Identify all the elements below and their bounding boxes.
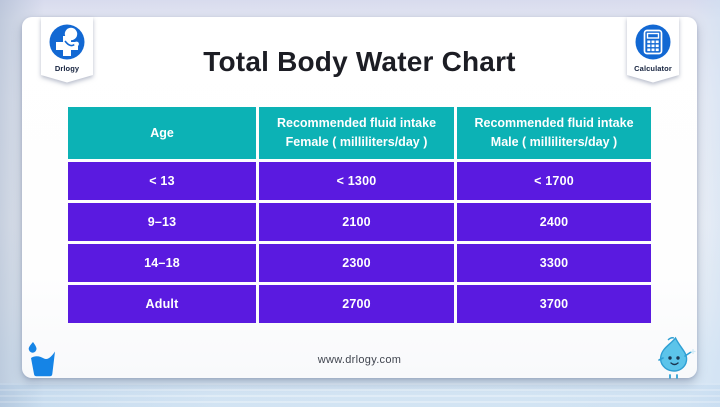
header-age: Age bbox=[68, 107, 256, 159]
ribbon-shape bbox=[627, 17, 679, 83]
table-cell: Adult bbox=[68, 285, 256, 323]
background-water-streaks bbox=[0, 383, 720, 407]
table-cell: 2700 bbox=[259, 285, 454, 323]
table-cell: 2300 bbox=[259, 244, 454, 282]
table-cell: < 13 bbox=[68, 162, 256, 200]
calculator-icon bbox=[635, 24, 671, 60]
body-water-table: Age Recommended fluid intake Female ( mil… bbox=[68, 107, 651, 323]
table-cell: 2100 bbox=[259, 203, 454, 241]
table-cell: 14–18 bbox=[68, 244, 256, 282]
calculator-badge-label: Calculator bbox=[634, 64, 672, 73]
drlogy-logo-icon bbox=[49, 24, 85, 60]
table-cell: < 1700 bbox=[457, 162, 651, 200]
ribbon-shape bbox=[41, 17, 93, 83]
calculator-badge: Calculator bbox=[626, 17, 680, 87]
drlogy-badge: Drlogy bbox=[40, 17, 94, 87]
water-drop-mascot bbox=[658, 336, 696, 379]
header-male: Recommended fluid intake Male ( millilite… bbox=[457, 107, 651, 159]
table-cell: 3700 bbox=[457, 285, 651, 323]
website-url: www.drlogy.com bbox=[317, 354, 402, 366]
header-female: Recommended fluid intake Female ( millili… bbox=[259, 107, 454, 159]
table-cell: 3300 bbox=[457, 244, 651, 282]
table-cell: 2400 bbox=[457, 203, 651, 241]
page-title: Total Body Water Chart bbox=[203, 46, 516, 77]
table-cell: 9–13 bbox=[68, 203, 256, 241]
water-glass-icon bbox=[28, 342, 55, 377]
table-cell: < 1300 bbox=[259, 162, 454, 200]
drlogy-badge-label: Drlogy bbox=[54, 64, 80, 73]
